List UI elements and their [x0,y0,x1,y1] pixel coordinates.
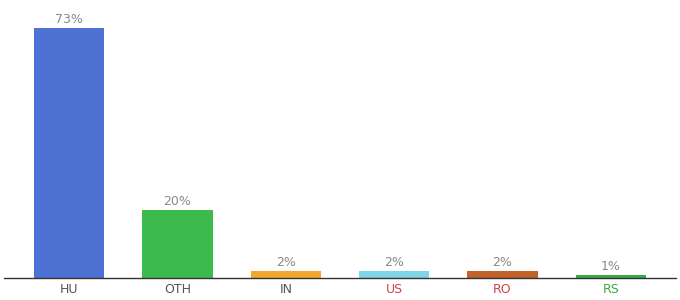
Bar [576,274,646,278]
Text: 2%: 2% [384,256,404,269]
Text: 2%: 2% [276,256,296,269]
Bar [251,271,321,278]
Bar [467,271,538,278]
Bar [34,28,104,278]
Text: 20%: 20% [164,195,192,208]
Text: 2%: 2% [492,256,513,269]
Bar [142,209,213,278]
Text: 1%: 1% [601,260,621,273]
Bar [359,271,429,278]
Text: 73%: 73% [55,14,83,26]
